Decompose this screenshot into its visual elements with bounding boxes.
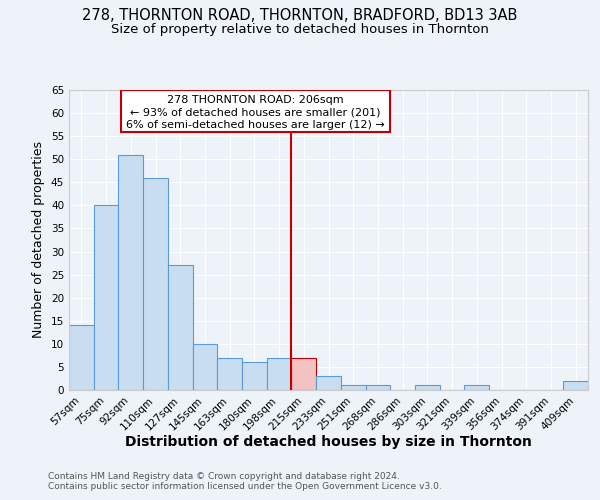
Bar bbox=[143, 178, 168, 390]
Bar bbox=[242, 362, 267, 390]
Bar bbox=[69, 326, 94, 390]
Bar bbox=[316, 376, 341, 390]
Bar bbox=[94, 206, 118, 390]
Bar bbox=[267, 358, 292, 390]
Bar bbox=[118, 154, 143, 390]
Bar bbox=[415, 386, 440, 390]
Y-axis label: Number of detached properties: Number of detached properties bbox=[32, 142, 46, 338]
Text: Size of property relative to detached houses in Thornton: Size of property relative to detached ho… bbox=[111, 22, 489, 36]
Text: 6% of semi-detached houses are larger (12) →: 6% of semi-detached houses are larger (1… bbox=[126, 120, 385, 130]
FancyBboxPatch shape bbox=[121, 90, 390, 132]
Bar bbox=[464, 386, 489, 390]
Bar bbox=[168, 266, 193, 390]
Bar bbox=[292, 358, 316, 390]
Text: Distribution of detached houses by size in Thornton: Distribution of detached houses by size … bbox=[125, 435, 532, 449]
Text: ← 93% of detached houses are smaller (201): ← 93% of detached houses are smaller (20… bbox=[130, 108, 381, 118]
Bar bbox=[341, 386, 365, 390]
Text: Contains public sector information licensed under the Open Government Licence v3: Contains public sector information licen… bbox=[48, 482, 442, 491]
Bar bbox=[365, 386, 390, 390]
Bar bbox=[563, 381, 588, 390]
Text: 278 THORNTON ROAD: 206sqm: 278 THORNTON ROAD: 206sqm bbox=[167, 94, 344, 104]
Text: Contains HM Land Registry data © Crown copyright and database right 2024.: Contains HM Land Registry data © Crown c… bbox=[48, 472, 400, 481]
Text: 278, THORNTON ROAD, THORNTON, BRADFORD, BD13 3AB: 278, THORNTON ROAD, THORNTON, BRADFORD, … bbox=[82, 8, 518, 22]
Bar bbox=[217, 358, 242, 390]
Bar bbox=[193, 344, 217, 390]
